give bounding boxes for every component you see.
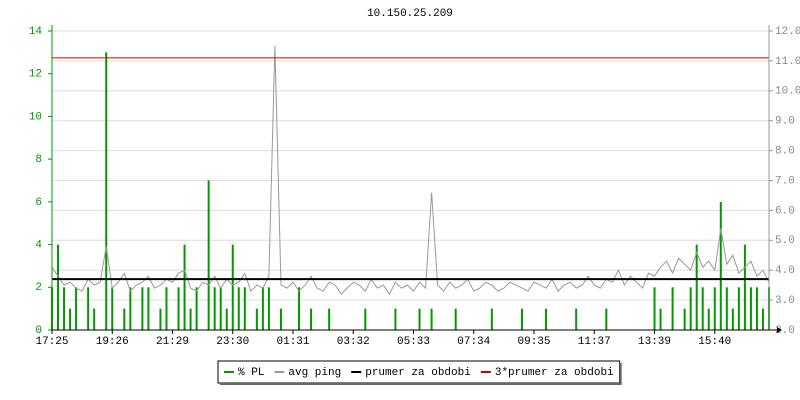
y-tick-label: 14: [29, 26, 43, 38]
chart-title: 10.150.25.209: [367, 8, 453, 20]
y2-tick-label: 4.0: [775, 265, 795, 277]
y2-tick-label: 6.0: [775, 205, 795, 217]
y2-tick-label: 10.0: [775, 86, 800, 98]
x-tick-label: 01:31: [277, 336, 310, 348]
x-tick-label: 11:37: [578, 336, 611, 348]
x-tick-label: 21:29: [156, 336, 189, 348]
x-tick-label: 15:40: [698, 336, 731, 348]
legend-label: % PL: [238, 367, 264, 379]
y-tick-label: 4: [35, 239, 42, 251]
y2-tick-label: 7.0: [775, 175, 795, 187]
x-tick-label: 23:30: [216, 336, 249, 348]
x-tick-label: 17:25: [35, 336, 68, 348]
y2-tick-label: 2.0: [775, 325, 795, 337]
x-axis-arrow: [777, 327, 782, 333]
y2-tick-label: 12.0: [775, 26, 800, 38]
ping-line: [51, 45, 770, 296]
y2-tick-label: 11.0: [775, 56, 800, 68]
legend-label: 3*prumer za obdobi: [495, 367, 614, 379]
x-tick-label: 03:32: [337, 336, 370, 348]
y-tick-label: 6: [35, 197, 42, 209]
x-tick-label: 07:34: [457, 336, 490, 348]
y-tick-label: 10: [29, 111, 42, 123]
y2-tick-label: 5.0: [775, 235, 795, 247]
y-tick-label: 12: [29, 69, 42, 81]
y-tick-label: 0: [35, 325, 42, 337]
legend: % PL avg ping prumer za obdobi 3*prumer za …: [217, 360, 622, 385]
x-tick-label: 09:35: [518, 336, 551, 348]
y2-tick-label: 8.0: [775, 146, 795, 158]
y-tick-label: 2: [35, 282, 42, 294]
legend-label: prumer za obdobi: [365, 367, 471, 379]
legend-label: avg ping: [288, 367, 341, 379]
y-tick-label: 8: [35, 154, 42, 166]
x-tick-label: 19:26: [96, 336, 129, 348]
y2-tick-label: 9.0: [775, 116, 795, 128]
y2-tick-label: 3.0: [775, 295, 795, 307]
x-tick-label: 05:33: [397, 336, 430, 348]
x-tick-label: 13:39: [638, 336, 671, 348]
